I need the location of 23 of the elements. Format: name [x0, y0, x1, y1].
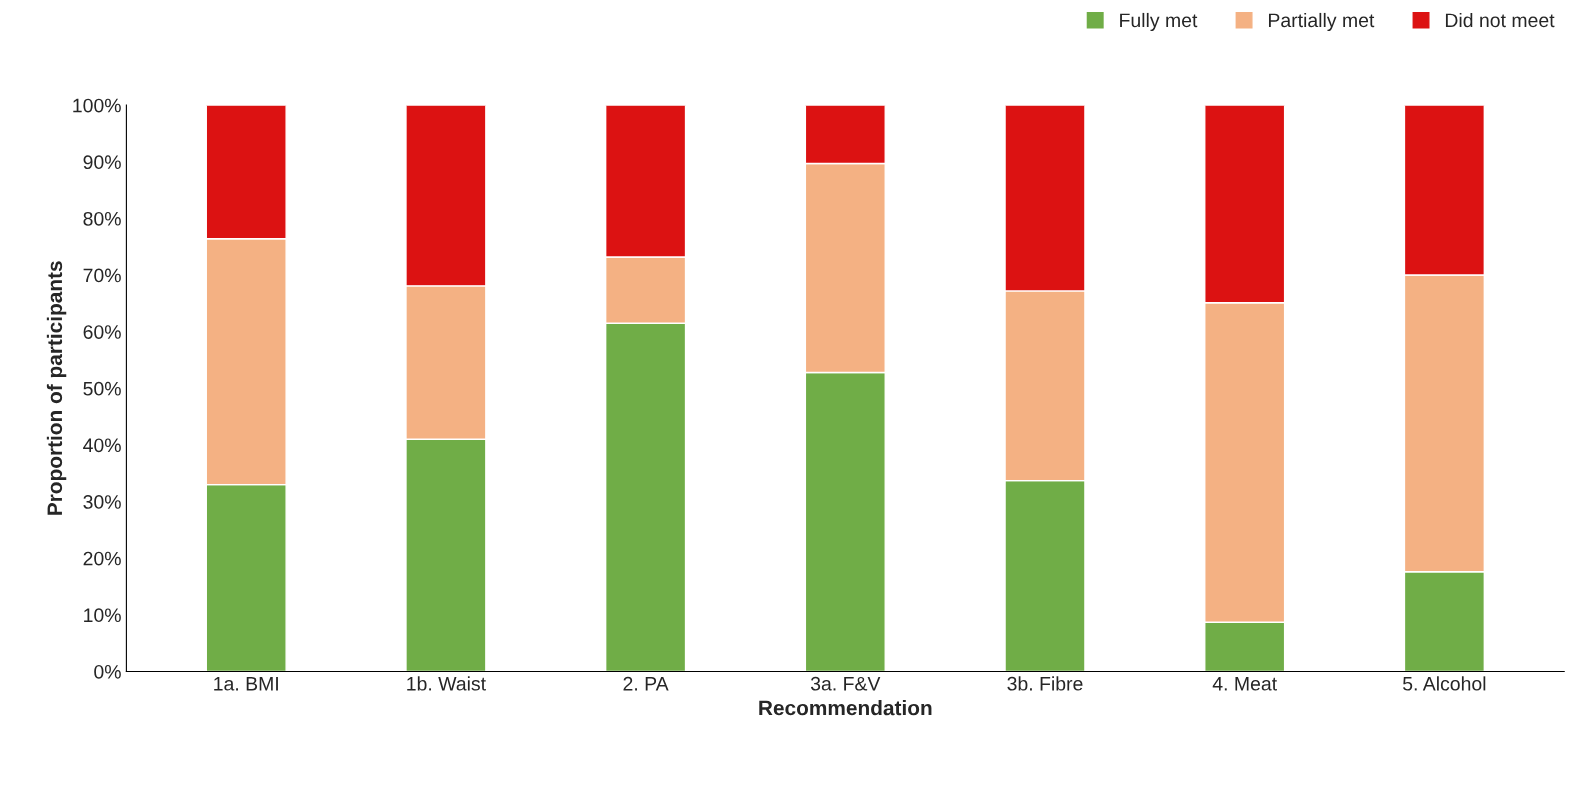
x-axis-title: Recommendation	[759, 700, 932, 716]
y-tick-label: 50%	[83, 381, 121, 396]
legend-label: Did not meet	[1445, 12, 1555, 28]
legend-label: Partially met	[1268, 12, 1375, 32]
x-tick-label: 5. Alcohol	[1403, 676, 1486, 691]
y-tick-label: 20%	[83, 551, 121, 566]
x-tick-label: 3a. F&V	[810, 676, 881, 691]
y-tick-label: 80%	[83, 211, 121, 226]
y-axis-title: Proportion of participants	[46, 261, 67, 515]
y-tick-label: 100%	[73, 98, 121, 113]
x-tick-label: 1a. BMI	[214, 677, 278, 691]
legend-label: Fully met	[1120, 12, 1198, 32]
x-tick-label: 4. Meat	[1212, 677, 1277, 691]
x-tick-label: 1b. Waist	[407, 676, 486, 691]
x-tick-label: 3b. Fibre	[1007, 676, 1083, 691]
y-tick-label: 10%	[84, 608, 121, 623]
y-tick-label: 40%	[83, 438, 121, 453]
x-tick-label: 2. PA	[623, 676, 669, 691]
y-tick-label: 90%	[83, 155, 121, 170]
y-tick-label: 70%	[83, 268, 121, 283]
y-tick-label: 60%	[83, 325, 121, 339]
y-tick-label: 30%	[83, 495, 121, 509]
y-tick-label: 0%	[94, 664, 121, 679]
